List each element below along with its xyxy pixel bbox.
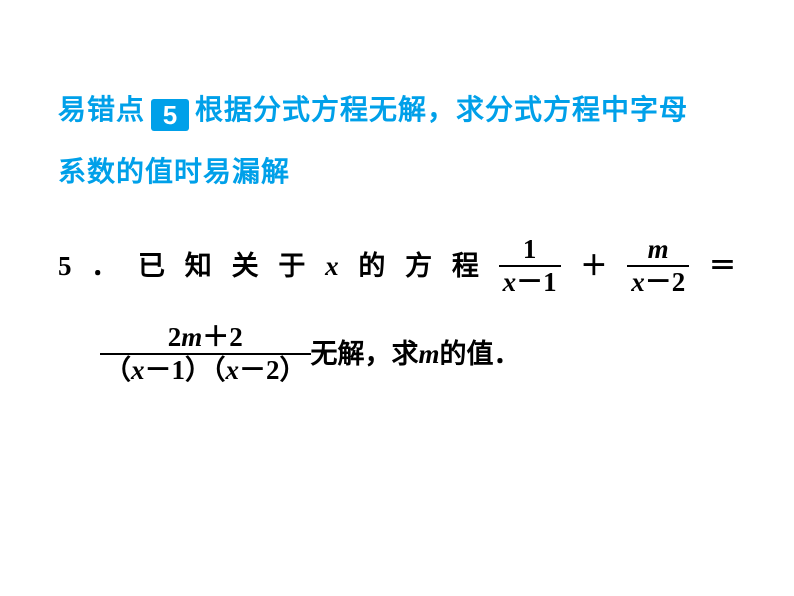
problem-dot: ．	[91, 231, 118, 301]
fraction-2: m x－2	[627, 234, 689, 298]
fraction-1: 1 x－1	[499, 234, 561, 298]
frac3-den-v1: x	[131, 355, 145, 385]
problem-tail-2: 的值．	[440, 319, 521, 389]
frac3-den-v2: x	[226, 355, 240, 385]
frac2-den-num: 2	[672, 267, 686, 297]
frac3-den-n2: 2	[266, 355, 280, 385]
problem-tail-var: m	[419, 319, 440, 389]
problem-block: 5 ． 已 知 关 于 x 的 方 程 1 x－1 ＋ m x－2	[58, 231, 736, 389]
frac3-num: 2m＋2	[164, 322, 247, 353]
frac3-den-rp1: ）	[185, 355, 212, 385]
problem-intro-2b: 方	[405, 231, 432, 301]
heading-prefix: 易错点	[58, 95, 145, 126]
problem-intro-1b: 知	[185, 231, 212, 301]
heading-title-part1: 根据分式方程无解，求分式方程中字母	[195, 95, 688, 126]
problem-line-1: 5 ． 已 知 关 于 x 的 方 程 1 x－1 ＋ m x－2	[58, 231, 736, 301]
frac3-den-op1: －	[145, 355, 172, 385]
frac3-den-rp2: ）	[280, 355, 307, 385]
frac3-den-lp2: （	[212, 355, 226, 385]
heading-block: 易错点 5 根据分式方程无解，求分式方程中字母 系数的值时易漏解	[58, 80, 736, 203]
frac3-num-a: 2	[168, 322, 182, 352]
problem-intro-2c: 程	[452, 231, 479, 301]
frac3-num-b: 2	[229, 322, 243, 352]
frac3-den-lp1: （	[104, 355, 131, 385]
frac3-num-op: ＋	[202, 322, 229, 352]
badge-number: 5	[151, 99, 189, 131]
fraction-3: 2m＋2 （x－1）（x－2）	[100, 322, 311, 386]
slide-content: 易错点 5 根据分式方程无解，求分式方程中字母 系数的值时易漏解 5 ． 已 知…	[0, 0, 794, 390]
problem-intro-1a: 已	[138, 231, 165, 301]
frac3-den-op2: －	[239, 355, 266, 385]
frac3-den-n1: 1	[172, 355, 186, 385]
frac3-num-var: m	[181, 322, 202, 352]
frac1-num: 1	[519, 234, 541, 265]
problem-intro-1d: 于	[278, 231, 305, 301]
frac1-den-num: 1	[543, 267, 557, 297]
frac1-den: x－1	[499, 265, 561, 298]
frac2-num: m	[644, 234, 673, 265]
plus-op: ＋	[580, 231, 607, 301]
frac2-den-var: x	[631, 267, 645, 297]
problem-intro-1c: 关	[232, 231, 259, 301]
problem-intro-2a: 的	[358, 231, 385, 301]
frac2-den-op: －	[645, 267, 672, 297]
frac1-den-var: x	[503, 267, 517, 297]
frac2-den: x－2	[627, 265, 689, 298]
equals-op: ＝	[709, 231, 736, 301]
problem-number: 5	[58, 231, 72, 301]
problem-var-x: x	[325, 231, 339, 301]
problem-tail-1: 无解，求	[311, 319, 419, 389]
frac1-den-op: －	[516, 267, 543, 297]
frac3-den: （x－1）（x－2）	[100, 353, 311, 386]
problem-line-2: 2m＋2 （x－1）（x－2） 无解，求 m 的值．	[58, 319, 736, 389]
heading-title-part2: 系数的值时易漏解	[58, 157, 290, 188]
